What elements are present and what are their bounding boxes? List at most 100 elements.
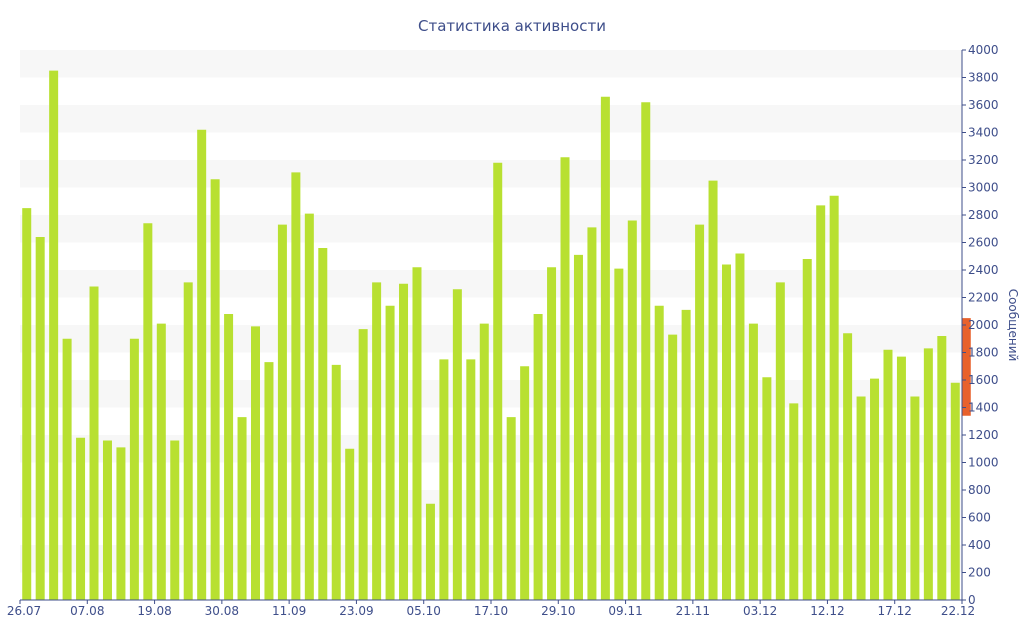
y-tick-label: 3800 — [968, 71, 999, 85]
bar — [708, 180, 718, 600]
x-tick-label: 03.12 — [743, 604, 777, 618]
x-tick-label: 29.10 — [541, 604, 575, 618]
bar — [399, 283, 409, 600]
y-axis-label: Сообщений — [1006, 289, 1020, 362]
bar — [304, 213, 314, 600]
bar — [385, 305, 395, 600]
y-tick-label: 3600 — [968, 98, 999, 112]
bar — [197, 129, 207, 600]
bar — [479, 323, 489, 600]
bar — [49, 70, 59, 600]
bar — [735, 253, 745, 600]
bar — [466, 359, 476, 600]
chart-title: Статистика активности — [418, 17, 606, 35]
bar — [695, 224, 705, 600]
bar — [506, 417, 516, 600]
bar — [251, 326, 260, 600]
bar — [224, 314, 234, 600]
bar — [722, 264, 731, 600]
bar — [102, 440, 112, 600]
x-tick-label: 23.09 — [339, 604, 373, 618]
bar — [62, 338, 72, 600]
bar — [89, 286, 99, 600]
bar — [76, 437, 86, 600]
bar — [600, 96, 610, 600]
x-tick-label: 05.10 — [407, 604, 441, 618]
bar — [439, 359, 449, 600]
bar — [573, 254, 583, 600]
bar — [614, 268, 624, 600]
bar — [775, 282, 785, 600]
bar — [264, 362, 274, 600]
y-tick-label: 3200 — [968, 153, 999, 167]
bar — [681, 309, 691, 600]
bar — [587, 227, 597, 600]
y-tick-label: 1000 — [968, 456, 999, 470]
bar — [641, 102, 651, 600]
x-tick-label: 17.12 — [878, 604, 912, 618]
bar — [654, 305, 664, 600]
y-tick-label: 4000 — [968, 43, 999, 57]
bar — [425, 503, 435, 600]
y-tick-label: 800 — [968, 483, 991, 497]
bar — [547, 267, 557, 600]
bar — [870, 378, 880, 600]
bar — [668, 334, 678, 600]
bar — [789, 403, 799, 600]
bar — [331, 364, 341, 600]
bar — [210, 179, 220, 600]
bar — [896, 356, 906, 600]
y-tick-label: 1400 — [968, 401, 999, 415]
grid-band — [20, 160, 962, 188]
y-tick-label: 1200 — [968, 428, 999, 442]
bar — [950, 382, 960, 600]
bar — [452, 289, 462, 600]
bar — [372, 282, 382, 600]
axes: 0 200 400 600 800 1000 1200 1400 1600 1800 2000 220… — [7, 43, 999, 618]
bar — [923, 348, 933, 600]
bar — [318, 248, 328, 600]
bar — [183, 282, 193, 600]
bar — [627, 220, 637, 600]
y-tick-label: 2800 — [968, 208, 999, 222]
y-tick-label: 0 — [968, 593, 976, 607]
y-tick-label: 3400 — [968, 126, 999, 140]
bar — [291, 172, 301, 600]
y-tick-label: 400 — [968, 538, 991, 552]
y-tick-label: 1600 — [968, 373, 999, 387]
bar — [762, 377, 772, 600]
bars — [22, 70, 971, 600]
bar — [345, 448, 355, 600]
bar — [843, 333, 853, 600]
x-tick-label: 11.09 — [272, 604, 306, 618]
x-tick-label: 22.12 — [941, 604, 975, 618]
bar — [237, 417, 247, 600]
y-tick-label: 3000 — [968, 181, 999, 195]
bar — [560, 157, 570, 600]
bar — [533, 314, 543, 600]
bar — [129, 338, 139, 600]
bar — [520, 366, 530, 600]
y-tick-label: 2400 — [968, 263, 999, 277]
bar — [35, 237, 45, 600]
y-tick-label: 2000 — [968, 318, 999, 332]
bar — [170, 440, 180, 600]
x-tick-label: 07.08 — [70, 604, 104, 618]
x-tick-label: 19.08 — [137, 604, 171, 618]
bar — [493, 162, 503, 600]
y-tick-label: 600 — [968, 511, 991, 525]
grid-band — [20, 215, 962, 243]
x-tick-label: 26.07 — [7, 604, 41, 618]
grid-band — [20, 50, 962, 78]
bar — [748, 323, 758, 600]
bar — [937, 336, 947, 600]
y-tick-label: 1800 — [968, 346, 999, 360]
grid-band — [20, 105, 962, 133]
bar — [910, 396, 920, 600]
bar — [856, 396, 866, 600]
x-tick-label: 12.12 — [810, 604, 844, 618]
highlight-bar — [961, 318, 971, 416]
bar — [116, 447, 126, 600]
bar — [143, 223, 153, 600]
